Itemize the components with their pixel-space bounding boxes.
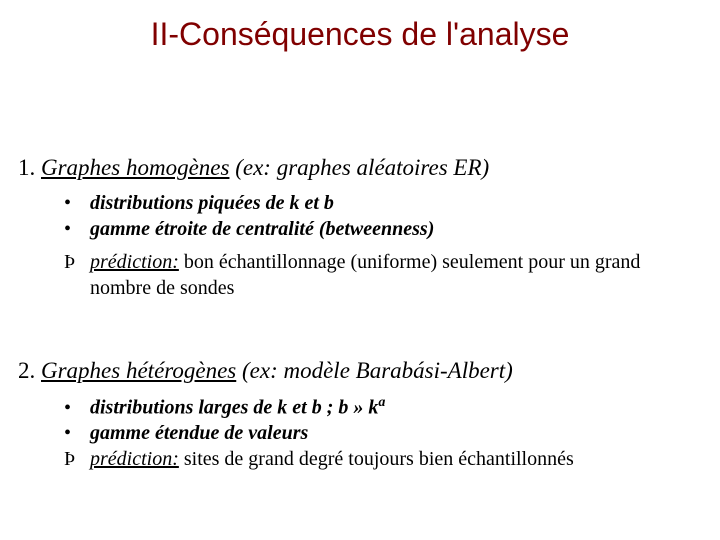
section-2-prediction: prédiction: sites de grand degré toujour… bbox=[90, 447, 702, 473]
section-2-number: 2. bbox=[18, 358, 35, 383]
list-item: • distributions piquées de k et b bbox=[64, 191, 702, 217]
therefore-icon: Þ bbox=[64, 250, 90, 276]
section-1-number: 1. bbox=[18, 155, 35, 180]
slide: II-Conséquences de l'analyse 1. Graphes … bbox=[0, 0, 720, 540]
list-item: • distributions larges de k et b ; b » k… bbox=[64, 394, 702, 421]
section-1: 1. Graphes homogènes (ex: graphes aléato… bbox=[18, 155, 702, 301]
section-2-bullet-2: gamme étendue de valeurs bbox=[90, 421, 702, 447]
section-1-heading-rest: (ex: graphes aléatoires ER) bbox=[229, 155, 489, 180]
section-1-prediction: prédiction: bon échantillonnage (uniform… bbox=[90, 250, 702, 301]
section-2: 2. Graphes hétérogènes (ex: modèle Barab… bbox=[18, 358, 702, 472]
prediction-label: prédiction: bbox=[90, 448, 179, 470]
bullet-icon: • bbox=[64, 217, 90, 243]
section-2-items: • distributions larges de k et b ; b » k… bbox=[64, 394, 702, 472]
slide-title: II-Conséquences de l'analyse bbox=[0, 16, 720, 53]
section-1-items: • distributions piquées de k et b • gamm… bbox=[64, 191, 702, 301]
therefore-icon: Þ bbox=[64, 447, 90, 473]
section-1-bullet-1: distributions piquées de k et b bbox=[90, 191, 702, 217]
section-1-bullet-2: gamme étroite de centralité (betweenness… bbox=[90, 217, 702, 243]
section-2-bullet-1: distributions larges de k et b ; b » ka bbox=[90, 394, 702, 421]
prediction-text: sites de grand degré toujours bien échan… bbox=[179, 448, 574, 470]
bullet-icon: • bbox=[64, 396, 90, 422]
section-2-heading-underlined: Graphes hétérogènes bbox=[41, 358, 236, 383]
section-1-heading-underlined: Graphes homogènes bbox=[41, 155, 229, 180]
prediction-label: prédiction: bbox=[90, 251, 179, 273]
section-1-heading: 1. Graphes homogènes (ex: graphes aléato… bbox=[18, 155, 702, 181]
list-item: • gamme étendue de valeurs bbox=[64, 421, 702, 447]
list-item: Þ prédiction: bon échantillonnage (unifo… bbox=[64, 250, 702, 301]
list-item: Þ prédiction: sites de grand degré toujo… bbox=[64, 447, 702, 473]
section-2-heading-rest: (ex: modèle Barabási-Albert) bbox=[236, 358, 513, 383]
bullet-icon: • bbox=[64, 421, 90, 447]
section-2-heading: 2. Graphes hétérogènes (ex: modèle Barab… bbox=[18, 358, 702, 384]
list-item: • gamme étroite de centralité (betweenne… bbox=[64, 217, 702, 243]
bullet-icon: • bbox=[64, 191, 90, 217]
